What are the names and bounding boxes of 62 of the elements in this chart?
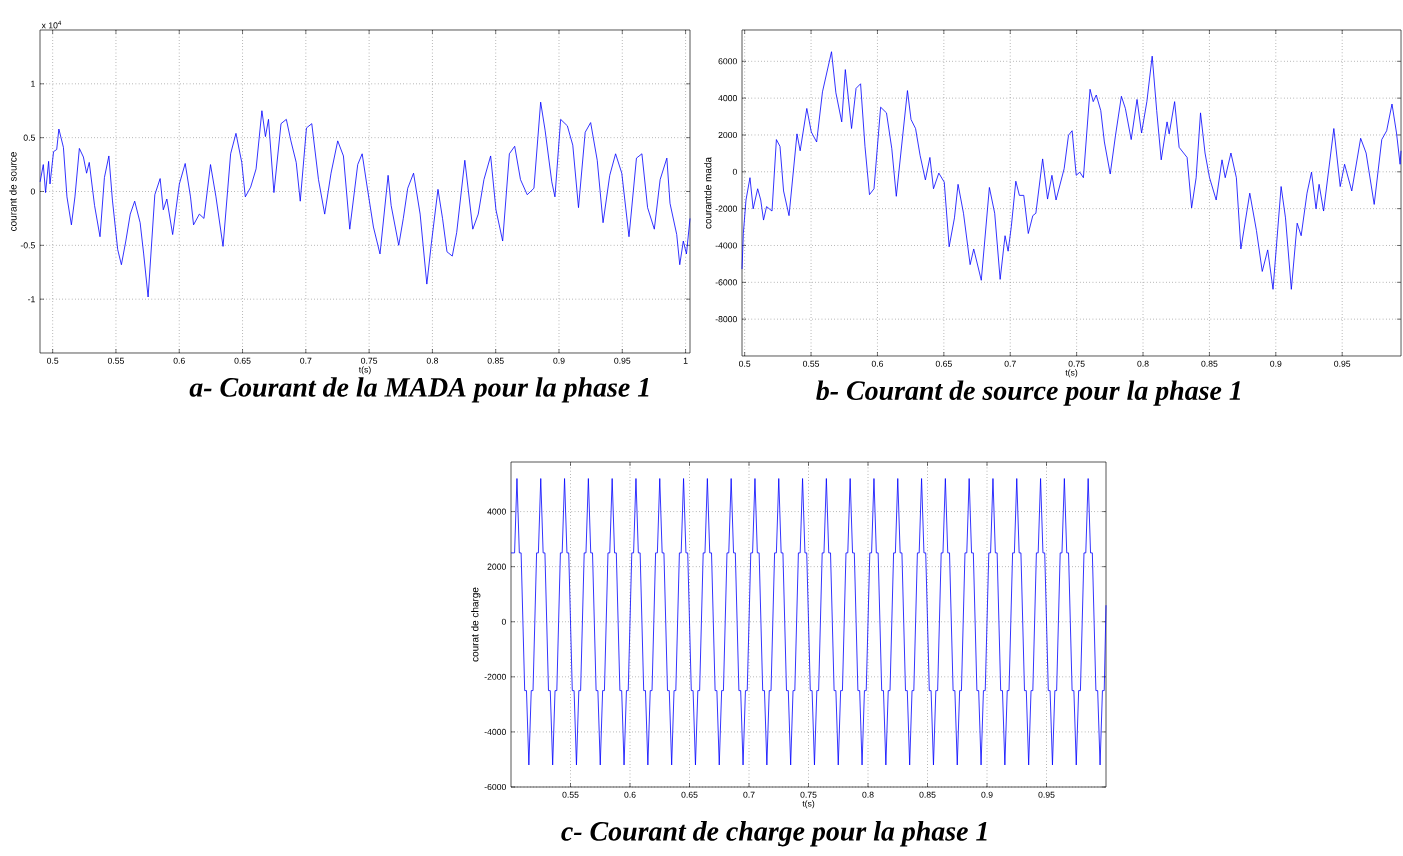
y-tick-label: 0 bbox=[30, 188, 35, 195]
x-tick-label: 0.85 bbox=[919, 791, 936, 798]
y-tick-label: 0 bbox=[732, 168, 737, 175]
y-tick-label: 6000 bbox=[718, 58, 737, 65]
y-axis-title: courantde mada bbox=[704, 157, 712, 229]
x-tick-label: 0.8 bbox=[426, 357, 439, 364]
x-axis-title: t(s) bbox=[802, 800, 815, 809]
y-tick-label: -0.5 bbox=[20, 242, 35, 249]
y-tick-label: -1 bbox=[28, 296, 35, 303]
x-tick-label: 0.9 bbox=[553, 357, 565, 364]
x-tick-label: 0.8 bbox=[862, 791, 874, 798]
x-tick-label: 0.6 bbox=[624, 791, 636, 798]
x-tick-label: 0.8 bbox=[1137, 360, 1149, 367]
y-tick-label: -4000 bbox=[484, 728, 506, 735]
x-tick-label: 0.55 bbox=[562, 791, 579, 798]
x-tick-label: 0.65 bbox=[234, 357, 251, 364]
x-tick-label: 0.95 bbox=[614, 357, 631, 364]
y-tick-label: -6000 bbox=[484, 783, 506, 791]
x-tick-label: 0.75 bbox=[361, 357, 378, 364]
x-tick-label: 0.95 bbox=[1038, 791, 1055, 798]
x-tick-label: 0.55 bbox=[802, 360, 820, 367]
line-series bbox=[741, 51, 1402, 290]
line-series bbox=[39, 101, 691, 298]
x-tick-label: 0.7 bbox=[300, 357, 312, 364]
y-tick-label: 0 bbox=[501, 618, 506, 625]
text: a- Courant de la MADA pour la phase 1 bbox=[189, 377, 649, 403]
y-axis-title: courant de source bbox=[9, 152, 17, 231]
x-tick-label: 1 bbox=[683, 357, 688, 364]
x-tick-label: 0.75 bbox=[800, 791, 817, 798]
y-tick-label: 0.5 bbox=[23, 134, 35, 141]
text: x 10$^{4}$ bbox=[41, 20, 62, 29]
x-tick-label: 0.7 bbox=[743, 791, 755, 798]
y-tick-label: -2000 bbox=[715, 205, 737, 212]
x-tick-label: 0.5 bbox=[739, 360, 751, 367]
x-tick-label: 0.7 bbox=[1004, 360, 1016, 367]
x-tick-label: 0.85 bbox=[487, 357, 504, 364]
x-tick-label: 0.5 bbox=[46, 357, 59, 364]
x-tick-label: 0.55 bbox=[107, 357, 124, 364]
y-tick-label: 1 bbox=[31, 80, 35, 87]
x-tick-label: 0.9 bbox=[981, 791, 993, 798]
x-tick-label: 0.6 bbox=[871, 360, 884, 367]
y-tick-label: 2000 bbox=[718, 131, 737, 139]
x-tick-label: 0.9 bbox=[1270, 360, 1282, 367]
x-tick-label: 0.65 bbox=[681, 791, 698, 798]
line-series bbox=[510, 478, 1107, 766]
y-axis-title: courat de charge bbox=[471, 587, 481, 662]
y-tick-label: -6000 bbox=[715, 279, 737, 286]
text: c- Courant de charge pour la phase 1 bbox=[561, 821, 987, 847]
y-tick-label: -2000 bbox=[484, 673, 506, 680]
y-tick-label: 4000 bbox=[718, 95, 737, 102]
x-tick-label: 0.65 bbox=[935, 360, 952, 367]
x-axis-title: t(s) bbox=[1065, 369, 1078, 378]
x-tick-label: 0.6 bbox=[173, 357, 185, 364]
y-tick-label: 4000 bbox=[487, 508, 506, 515]
y-tick-label: -4000 bbox=[715, 242, 737, 249]
x-axis-title: t(s) bbox=[358, 366, 371, 375]
x-tick-label: 0.95 bbox=[1334, 360, 1351, 367]
x-tick-label: 0.85 bbox=[1201, 360, 1218, 367]
text: b- Courant de source pour la phase 1 bbox=[816, 380, 1240, 406]
y-tick-label: -8000 bbox=[715, 316, 737, 323]
x-tick-label: 0.75 bbox=[1068, 360, 1085, 367]
y-tick-label: 2000 bbox=[487, 563, 506, 570]
